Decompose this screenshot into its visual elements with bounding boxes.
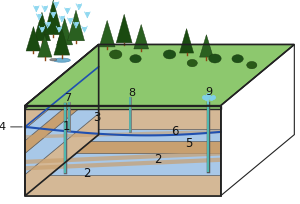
Polygon shape [99,20,115,47]
Circle shape [110,50,122,59]
Polygon shape [25,113,99,196]
Polygon shape [25,80,99,153]
Polygon shape [33,12,50,41]
Text: 6: 6 [172,125,179,138]
Circle shape [130,55,141,63]
Polygon shape [25,151,220,164]
Circle shape [247,61,257,69]
Polygon shape [25,175,220,196]
Text: 4: 4 [0,122,22,132]
Polygon shape [25,92,99,175]
Polygon shape [44,0,62,35]
Polygon shape [200,35,213,57]
Circle shape [232,55,243,63]
Polygon shape [68,10,85,41]
Polygon shape [25,109,220,129]
Polygon shape [25,106,220,109]
Polygon shape [25,153,220,175]
Text: 2: 2 [83,167,91,180]
Polygon shape [25,48,99,129]
Polygon shape [25,44,294,106]
Circle shape [209,54,221,63]
Circle shape [163,50,176,59]
Text: 8: 8 [128,88,135,98]
Polygon shape [116,14,132,43]
Circle shape [187,59,197,67]
Polygon shape [38,35,52,57]
Text: 5: 5 [185,137,193,151]
Polygon shape [25,141,220,153]
Polygon shape [26,27,41,51]
Ellipse shape [50,59,57,61]
Polygon shape [179,29,194,53]
Polygon shape [25,130,220,139]
Ellipse shape [53,58,70,62]
Polygon shape [54,29,70,55]
Polygon shape [134,24,148,49]
Polygon shape [57,18,73,45]
Text: 2: 2 [154,153,162,166]
Polygon shape [25,44,99,109]
Polygon shape [25,129,220,141]
Polygon shape [25,68,99,141]
Text: 9: 9 [205,87,212,97]
Text: 3: 3 [93,111,101,124]
Polygon shape [25,158,220,170]
Text: 7: 7 [64,93,72,103]
Text: 1: 1 [62,120,70,133]
